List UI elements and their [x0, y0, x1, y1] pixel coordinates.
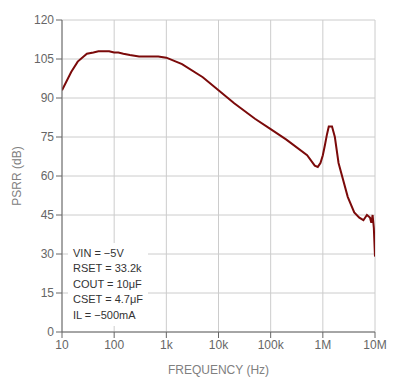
svg-text:10: 10	[55, 338, 69, 352]
svg-text:1M: 1M	[314, 338, 331, 352]
html-text:IL = −500mA: IL = −500mA	[73, 308, 136, 321]
svg-text:100: 100	[104, 338, 124, 352]
svg-text:30: 30	[41, 247, 55, 261]
svg-text:10M: 10M	[363, 338, 386, 352]
svg-text:75: 75	[41, 130, 55, 144]
html-text:VIN = −5V: VIN = −5V	[73, 247, 124, 259]
html-text:COUT = 10μF: COUT = 10μF	[73, 277, 142, 290]
svg-text:90: 90	[41, 91, 55, 105]
svg-text:105: 105	[34, 52, 54, 66]
svg-text:45: 45	[41, 208, 55, 222]
svg-text:100k: 100k	[258, 338, 285, 352]
svg-text:0: 0	[47, 325, 54, 339]
svg-text:10k: 10k	[209, 338, 229, 352]
html-text:RSET = 33.2k: RSET = 33.2k	[73, 262, 142, 275]
svg-text:1k: 1k	[160, 338, 174, 352]
svg-text:15: 15	[41, 286, 55, 300]
html-text:CSET = 4.7μF: CSET = 4.7μF	[73, 293, 143, 306]
svg-text:120: 120	[34, 13, 54, 27]
svg-text:60: 60	[41, 169, 55, 183]
svg-text:FREQUENCY (Hz): FREQUENCY (Hz)	[168, 363, 269, 377]
svg-text:PSRR (dB): PSRR (dB)	[10, 146, 24, 205]
